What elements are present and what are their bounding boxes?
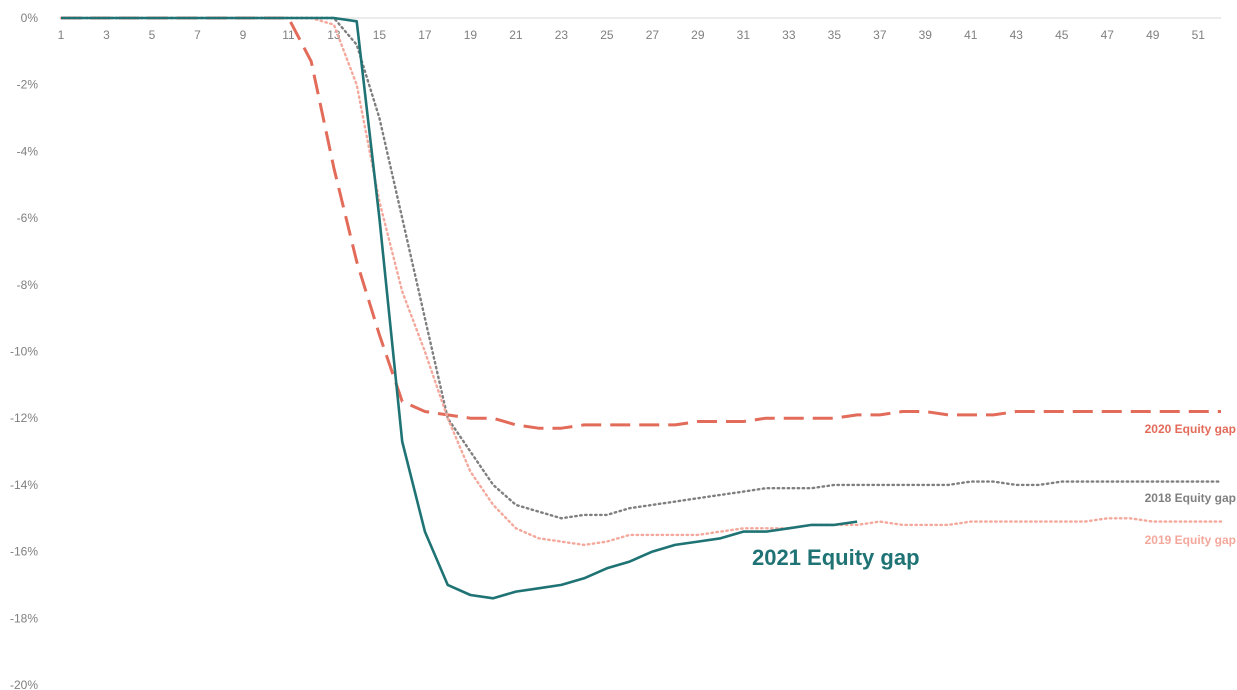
- y-tick-label: -6%: [17, 211, 39, 225]
- series-line-2021: [61, 16, 858, 600]
- series-label-2021: 2021 Equity gap: [752, 545, 920, 570]
- y-tick-label: -10%: [10, 345, 38, 359]
- series-line-2018: [59, 16, 1223, 520]
- x-tick-label: 43: [1010, 28, 1024, 42]
- x-tick-label: 15: [373, 28, 387, 42]
- y-tick-label: -8%: [17, 278, 39, 292]
- x-tick-label: 5: [149, 28, 156, 42]
- x-tick-label: 47: [1101, 28, 1115, 42]
- x-axis: 1 3 5 7 9 11 13 15 17 19 21 23 25 27 29 31 33 35 37 39 41 43 4…: [58, 17, 1221, 42]
- y-axis: 0% -2% -4% -6% -8% -10% -12% -14% -16% -18% -20%: [10, 11, 38, 690]
- series-label-2018: 2018 Equity gap: [1145, 491, 1236, 505]
- x-tick-label: 7: [194, 28, 201, 42]
- series-label-2019: 2019 Equity gap: [1145, 533, 1236, 547]
- series-line-2019: [59, 16, 1223, 547]
- series-lines: [59, 16, 1223, 600]
- y-tick-label: -12%: [10, 411, 38, 425]
- x-tick-label: 37: [873, 28, 887, 42]
- series-line-2020: [61, 16, 1221, 430]
- x-tick-label: 25: [600, 28, 614, 42]
- series-label-2020: 2020 Equity gap: [1145, 422, 1236, 436]
- x-tick-label: 19: [464, 28, 478, 42]
- x-tick-label: 23: [555, 28, 569, 42]
- x-tick-label: 51: [1192, 28, 1206, 42]
- x-tick-label: 27: [646, 28, 660, 42]
- y-tick-label: -18%: [10, 611, 38, 625]
- series-labels: 2020 Equity gap 2018 Equity gap 2019 Equit…: [752, 422, 1236, 570]
- y-tick-label: -2%: [17, 78, 39, 92]
- x-tick-label: 11: [282, 28, 295, 42]
- x-tick-label: 45: [1055, 28, 1069, 42]
- x-tick-label: 29: [691, 28, 705, 42]
- x-tick-label: 41: [964, 28, 978, 42]
- x-tick-label: 39: [919, 28, 933, 42]
- x-tick-label: 49: [1146, 28, 1160, 42]
- y-tick-label: -20%: [10, 678, 38, 690]
- x-tick-label: 17: [418, 28, 432, 42]
- x-tick-label: 21: [509, 28, 523, 42]
- x-tick-label: 33: [782, 28, 796, 42]
- x-tick-label: 9: [240, 28, 247, 42]
- y-tick-label: -4%: [17, 144, 39, 158]
- y-tick-label: -14%: [10, 478, 38, 492]
- x-tick-label: 3: [103, 28, 110, 42]
- x-tick-label: 1: [58, 28, 65, 42]
- y-tick-label: 0%: [21, 11, 39, 25]
- x-tick-label: 35: [828, 28, 842, 42]
- x-tick-label: 31: [737, 28, 751, 42]
- y-tick-label: -16%: [10, 545, 38, 559]
